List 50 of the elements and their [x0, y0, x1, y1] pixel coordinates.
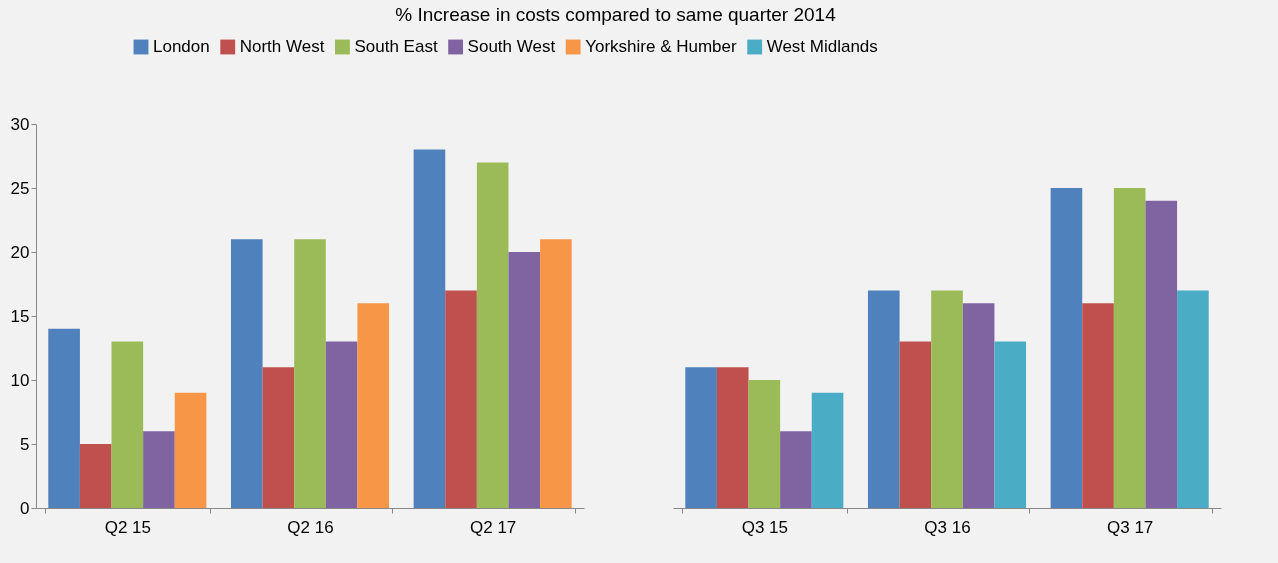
x-tick-label: Q2 15 — [104, 517, 151, 537]
bar — [685, 367, 717, 508]
y-tick-label: 0 — [20, 498, 30, 518]
bar — [811, 392, 844, 508]
bar — [1050, 188, 1083, 508]
bar — [1082, 303, 1114, 508]
bar — [962, 303, 995, 508]
x-tick-label: Q3 17 — [1107, 517, 1154, 537]
bar — [445, 290, 477, 508]
chart-title: % Increase in costs compared to same quarter 2014 — [395, 4, 837, 25]
bar — [111, 341, 144, 508]
legend-label: Yorkshire & Humber — [585, 37, 737, 56]
bar — [325, 341, 358, 508]
bar — [413, 149, 446, 508]
bar — [294, 239, 326, 508]
bar — [143, 431, 175, 508]
bar — [174, 392, 207, 508]
y-tick-label: 30 — [10, 114, 30, 134]
bar — [716, 367, 749, 508]
bar — [1145, 200, 1178, 508]
bar — [476, 162, 509, 508]
legend-label: London — [153, 37, 210, 56]
x-tick-label: Q2 17 — [470, 517, 517, 537]
bar — [931, 290, 963, 508]
bar — [867, 290, 900, 508]
y-tick-label: 5 — [20, 434, 30, 454]
x-tick-label: Q3 15 — [741, 517, 788, 537]
bar — [899, 341, 932, 508]
x-tick-label: Q2 16 — [287, 517, 334, 537]
bar — [508, 252, 541, 508]
bar — [357, 303, 390, 508]
bar — [780, 431, 812, 508]
bar — [748, 380, 781, 508]
bar — [79, 444, 112, 508]
legend-label: North West — [239, 37, 325, 56]
y-tick-label: 10 — [10, 370, 30, 390]
bar — [994, 341, 1027, 508]
legend-label: South East — [354, 37, 438, 56]
legend-label: West Midlands — [766, 37, 878, 56]
bar — [230, 239, 263, 508]
bar — [262, 367, 295, 508]
y-tick-label: 20 — [10, 242, 30, 262]
y-tick-label: 25 — [10, 178, 30, 198]
bar — [540, 239, 572, 508]
bar — [48, 328, 80, 508]
bar — [1113, 188, 1146, 508]
legend-label: South West — [467, 37, 556, 56]
x-tick-label: Q3 16 — [924, 517, 971, 537]
bar — [1177, 290, 1209, 508]
y-tick-label: 15 — [10, 306, 30, 326]
